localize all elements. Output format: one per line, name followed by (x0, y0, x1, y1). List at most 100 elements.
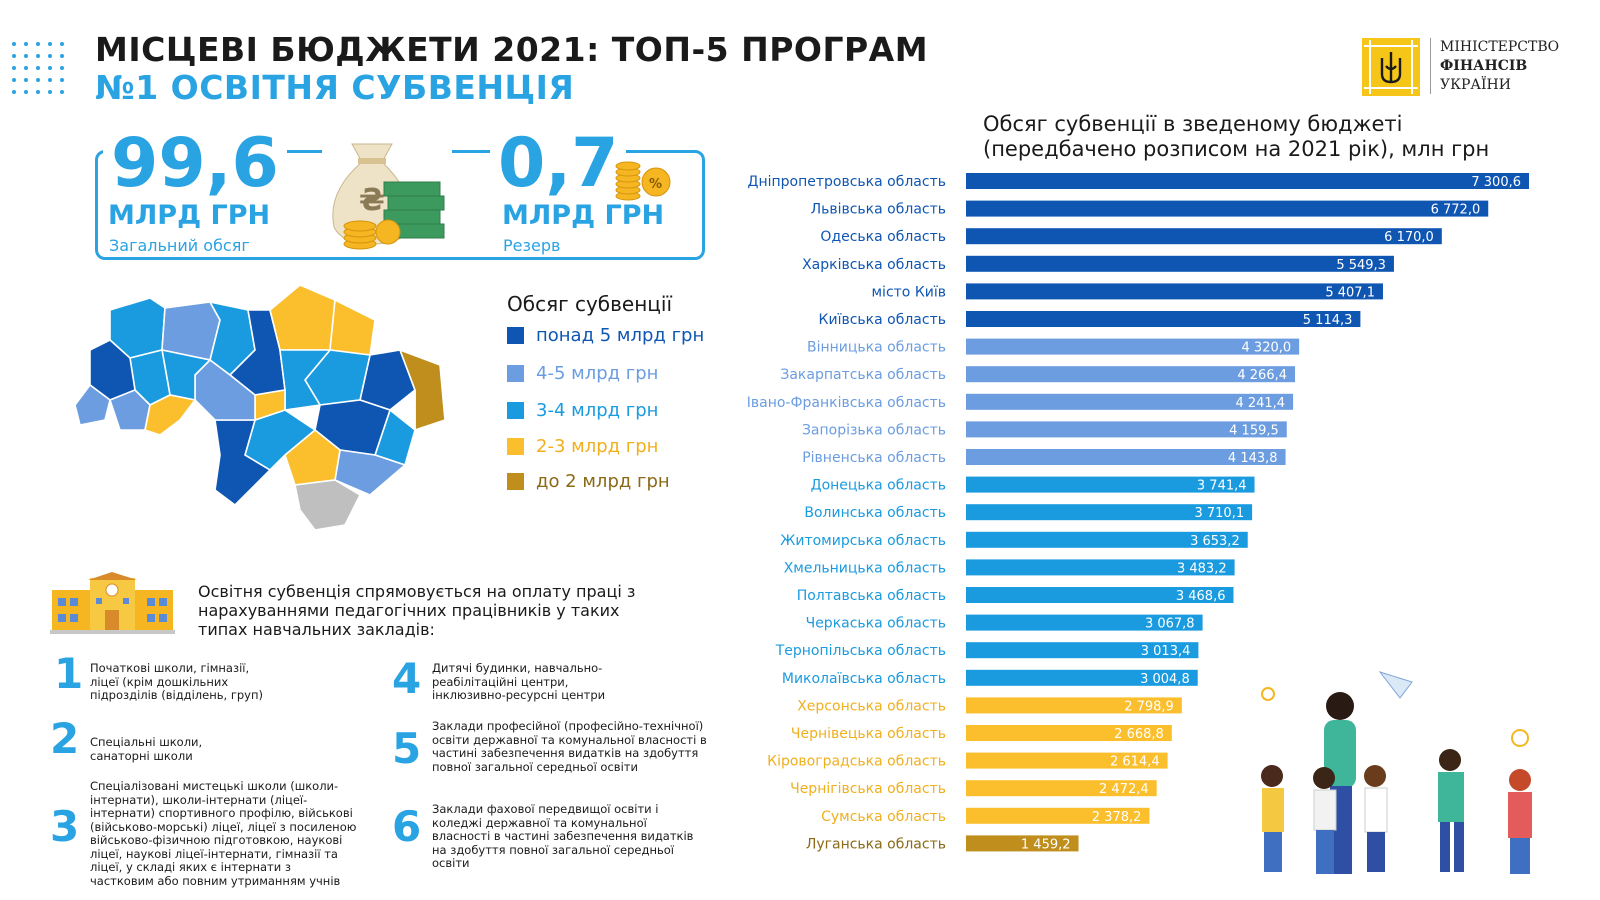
category-label: Донецька область (811, 478, 946, 494)
type-number: 4 (392, 654, 422, 703)
category-label: Херсонська область (797, 698, 946, 714)
type-number: 1 (54, 649, 84, 698)
percent-sign: % (649, 177, 662, 192)
total-unit: МЛРД ГРН (108, 200, 271, 231)
bar (966, 504, 1253, 521)
subsidy-bar-chart: Дніпропетровська область 7 300,6 Львівська… (747, 173, 1529, 852)
school-building-icon (50, 572, 175, 634)
category-label: Миколаївська область (782, 671, 946, 687)
category-label: Івано-Франківська область (747, 395, 946, 411)
bar (966, 200, 1489, 217)
bar (966, 283, 1383, 300)
value-label: 4 320,0 (1242, 341, 1292, 356)
region-crimea (294, 479, 362, 531)
type-text: Заклади фахової передвищої освіти і коле… (432, 802, 694, 870)
category-label: Закарпатська область (780, 367, 946, 383)
region-zakarpattia (74, 383, 111, 426)
subsidy-description: Освітня субвенція спрямовується на оплат… (198, 582, 636, 639)
value-label: 3 013,4 (1141, 644, 1191, 659)
legend-label: 4-5 млрд грн (536, 363, 659, 384)
legend-swatch (507, 327, 524, 344)
value-label: 4 159,5 (1229, 423, 1279, 438)
type-text: Дитячі будинки, навчально-реабілітаційні… (432, 661, 606, 702)
ministry-name-line3: УКРАЇНИ (1440, 77, 1511, 93)
value-label: 6 170,0 (1384, 230, 1434, 245)
page-title: МІСЦЕВІ БЮДЖЕТИ 2021: ТОП-5 ПРОГРАМ (95, 30, 929, 69)
bar (966, 421, 1287, 438)
value-label: 2 472,4 (1099, 782, 1149, 797)
region-luhansk (398, 348, 446, 432)
bar (966, 338, 1300, 355)
category-label: Одеська область (820, 229, 946, 245)
bar (966, 752, 1168, 769)
value-label: 5 114,3 (1303, 313, 1353, 328)
value-label: 4 241,4 (1235, 396, 1285, 411)
category-label: Хмельницька область (784, 560, 946, 576)
legend-item-2-3: 2-3 млрд грн (507, 436, 658, 457)
chart-title-line1: Обсяг субвенції в зведеному бюджеті (983, 112, 1403, 136)
value-label: 3 067,8 (1145, 617, 1195, 632)
value-label: 1 459,2 (1021, 837, 1071, 852)
legend-label: понад 5 млрд грн (536, 325, 705, 346)
category-label: Київська область (819, 312, 946, 328)
bar (966, 835, 1079, 852)
value-label: 3 483,2 (1177, 561, 1227, 576)
bar (966, 642, 1199, 659)
region-sumy (329, 298, 376, 356)
legend-item-under-2: до 2 млрд грн (507, 471, 670, 492)
ministry-name-line1: МІНІСТЕРСТВО (1440, 39, 1560, 55)
bar (966, 311, 1361, 327)
region-chernihiv (269, 284, 336, 351)
bar (966, 393, 1294, 410)
category-label: місто Київ (872, 284, 947, 300)
total-value: 99,6 (103, 130, 287, 198)
bar (966, 366, 1296, 383)
legend-title: Обсяг субвенції (507, 292, 673, 316)
value-label: 4 266,4 (1237, 368, 1287, 383)
bar (966, 725, 1172, 741)
value-label: 3 468,6 (1176, 589, 1226, 604)
value-label: 6 772,0 (1431, 203, 1481, 218)
dot-grid-decoration (12, 42, 64, 94)
legend-item-3-4: 3-4 млрд грн (507, 400, 658, 421)
logo-divider (1430, 38, 1431, 94)
total-label: Загальний обсяг (109, 236, 250, 255)
value-label: 2 614,4 (1110, 755, 1160, 770)
coin-stack-icon: % (615, 161, 671, 201)
bar (966, 449, 1286, 465)
category-label: Чернігівська область (790, 781, 946, 797)
legend-label: 3-4 млрд грн (536, 400, 659, 421)
value-label: 7 300,6 (1471, 175, 1521, 190)
region-odesa (214, 419, 272, 507)
category-label: Запорізька область (802, 422, 946, 438)
category-label: Черкаська область (806, 616, 946, 632)
legend-label: 2-3 млрд грн (536, 436, 659, 457)
category-label: Луганська область (806, 836, 946, 852)
bar (966, 476, 1255, 493)
bar (966, 531, 1248, 548)
region-chernivtsi (144, 394, 197, 436)
hryvnia-sign: ₴ (359, 183, 385, 218)
bar (966, 559, 1235, 576)
bar (966, 807, 1150, 824)
value-label: 5 407,1 (1325, 285, 1375, 300)
category-label: Рівненська область (802, 450, 946, 466)
legend-label: до 2 млрд грн (536, 471, 670, 492)
type-text: Спеціалізовані мистецькі школи (школи-ін… (90, 779, 357, 888)
legend-swatch (507, 473, 524, 490)
value-label: 2 378,2 (1092, 810, 1142, 825)
bar (966, 587, 1234, 603)
legend-swatch (507, 402, 524, 419)
type-number: 2 (50, 714, 80, 763)
chart-title: Обсяг субвенції в зведеному бюджеті (пер… (983, 112, 1489, 162)
category-label: Сумська область (821, 809, 946, 825)
type-text: Початкові школи, гімназії, ліцеї (крім д… (90, 661, 263, 702)
type-number: 6 (392, 802, 422, 851)
category-label: Волинська область (804, 505, 946, 521)
legend-item-4-5: 4-5 млрд грн (507, 363, 658, 384)
value-label: 3 004,8 (1140, 672, 1190, 687)
bar (966, 780, 1157, 797)
category-label: Полтавська область (797, 588, 946, 604)
value-label: 5 549,3 (1336, 258, 1386, 273)
bar (966, 697, 1182, 714)
